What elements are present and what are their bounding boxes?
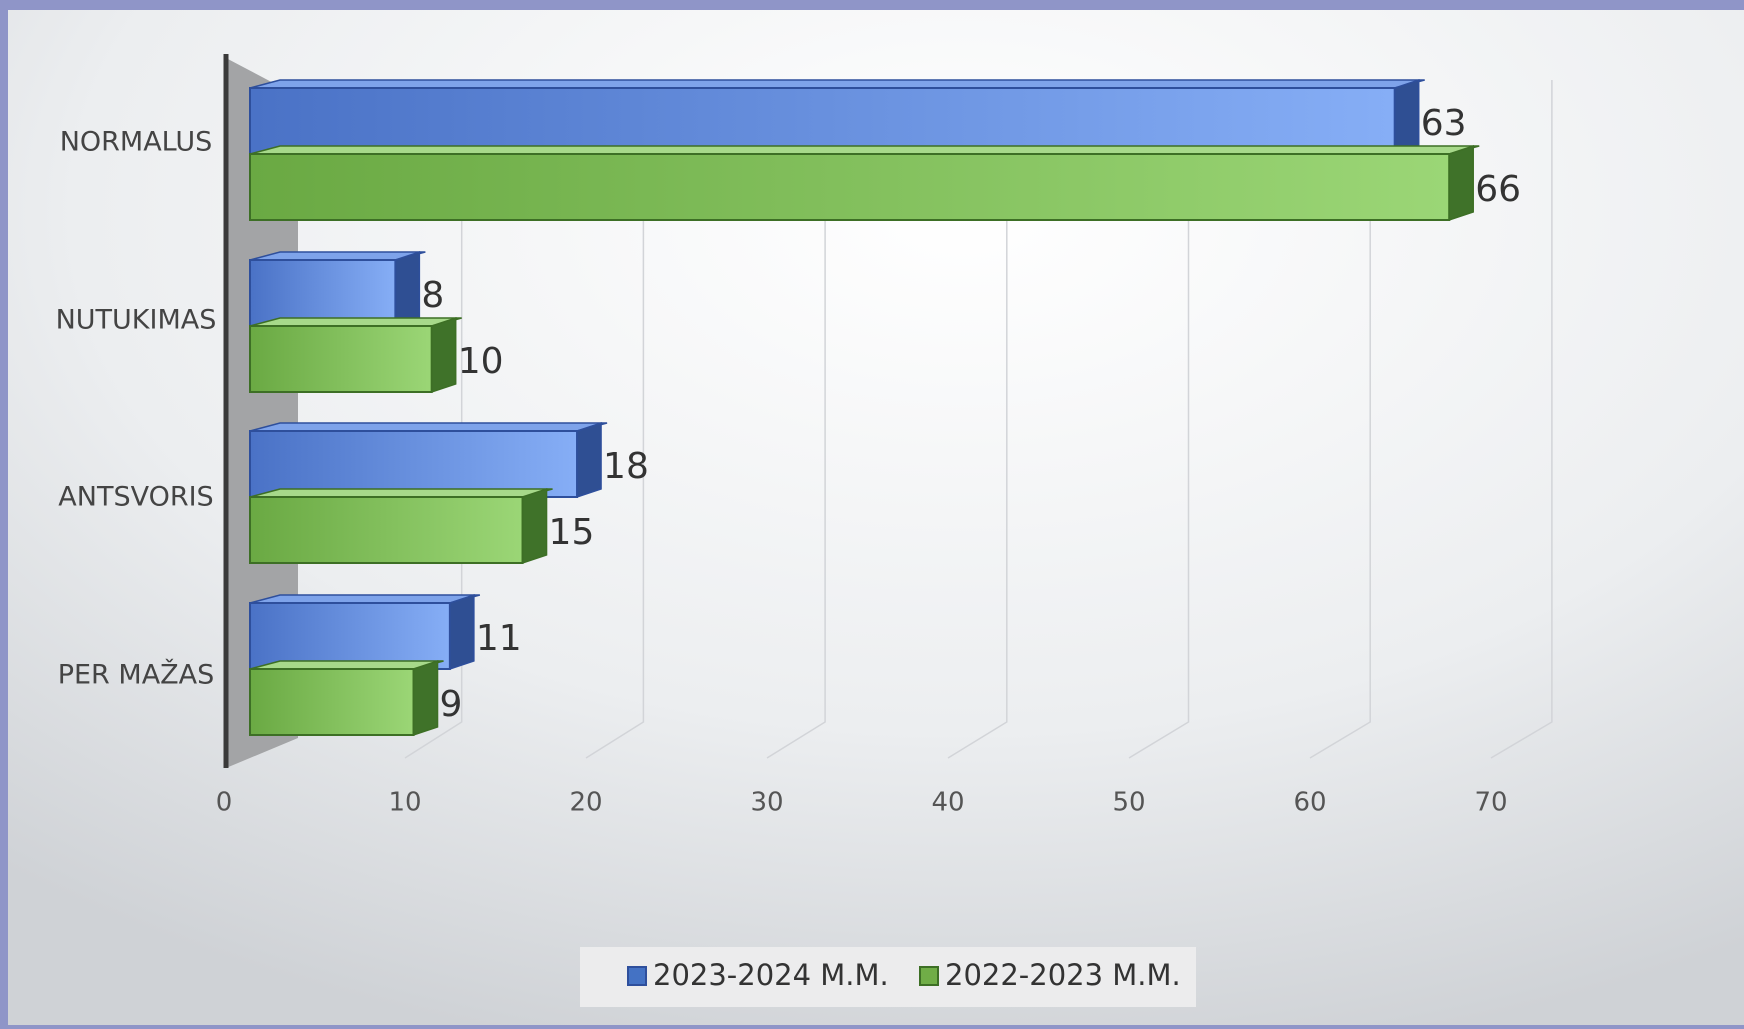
bar-top-face bbox=[249, 317, 462, 327]
bar-top-face bbox=[249, 594, 481, 604]
x-tick-label: 20 bbox=[569, 788, 602, 818]
x-tick-label: 60 bbox=[1293, 788, 1326, 818]
side-wall-face bbox=[226, 58, 298, 768]
category-label: ANTSVORIS bbox=[58, 482, 213, 513]
bar-end-face bbox=[449, 593, 475, 671]
gridline bbox=[947, 80, 1008, 759]
x-tick-label: 40 bbox=[931, 788, 964, 818]
bars bbox=[249, 78, 1480, 737]
category-label: NORMALUS bbox=[60, 127, 213, 158]
legend-swatch bbox=[627, 966, 647, 986]
gridline bbox=[1490, 80, 1553, 759]
category-label: PER MAŽAS bbox=[58, 659, 215, 691]
data-label: 15 bbox=[549, 512, 595, 553]
chart-panel: 63 66 NORMALUS 8 10 NUTUKIMAS 18 15 ANTSVORIS 11 9… bbox=[8, 10, 1744, 1025]
bar-2022-2023 M.M.-NUTUKIMAS bbox=[249, 325, 433, 393]
data-label: 18 bbox=[603, 446, 649, 487]
bar-2023-2024 M.M.-NUTUKIMAS bbox=[249, 259, 397, 327]
legend-entry: 2022-2023 M.M. bbox=[945, 958, 1181, 992]
bar-top-face bbox=[249, 145, 1480, 155]
legend-box bbox=[580, 947, 1196, 1007]
gridlines bbox=[404, 80, 1553, 759]
bar-end-face bbox=[430, 316, 457, 394]
gridline bbox=[766, 80, 826, 759]
gridline bbox=[1309, 80, 1371, 759]
bar-2022-2023 M.M.-ANTSVORIS bbox=[249, 496, 524, 564]
x-tick-label: 50 bbox=[1112, 788, 1145, 818]
bar-end-face bbox=[1448, 144, 1474, 222]
x-tick-label: 70 bbox=[1474, 788, 1507, 818]
x-tick-label: 10 bbox=[388, 788, 421, 818]
legend: 2023-2024 M.M. 2022-2023 M.M. bbox=[580, 947, 1196, 1007]
legend-entry: 2023-2024 M.M. bbox=[653, 958, 889, 992]
x-tick-label: 0 bbox=[216, 788, 233, 818]
bar-end-face bbox=[394, 250, 421, 328]
bar-top-face bbox=[249, 422, 608, 432]
bar-end-face bbox=[576, 421, 602, 499]
data-label: 9 bbox=[440, 684, 463, 725]
bar-2022-2023 M.M.-NORMALUS bbox=[249, 153, 1451, 221]
gridline bbox=[585, 80, 645, 759]
data-label: 11 bbox=[476, 618, 522, 659]
bar-top-face bbox=[249, 488, 553, 498]
gridline bbox=[1128, 80, 1190, 759]
legend-swatch bbox=[919, 966, 939, 986]
bar-end-face bbox=[412, 659, 439, 737]
bar-2023-2024 M.M.-NORMALUS bbox=[249, 87, 1396, 155]
bar-top-face bbox=[249, 79, 1425, 89]
data-label: 8 bbox=[421, 275, 444, 316]
data-label: 66 bbox=[1475, 169, 1521, 210]
bar-2023-2024 M.M.-ANTSVORIS bbox=[249, 430, 579, 498]
data-label: 63 bbox=[1421, 103, 1467, 144]
gridline bbox=[404, 80, 463, 759]
bar-2022-2023 M.M.-PER MAŽAS bbox=[249, 668, 415, 736]
data-label: 10 bbox=[458, 341, 504, 382]
x-tick-label: 30 bbox=[750, 788, 783, 818]
bar-end-face bbox=[521, 487, 548, 565]
side-wall bbox=[223, 54, 298, 768]
bar-end-face bbox=[1393, 78, 1420, 156]
category-label: NUTUKIMAS bbox=[56, 305, 217, 336]
bar-2023-2024 M.M.-PER MAŽAS bbox=[249, 602, 451, 670]
bar-top-face bbox=[249, 660, 444, 670]
